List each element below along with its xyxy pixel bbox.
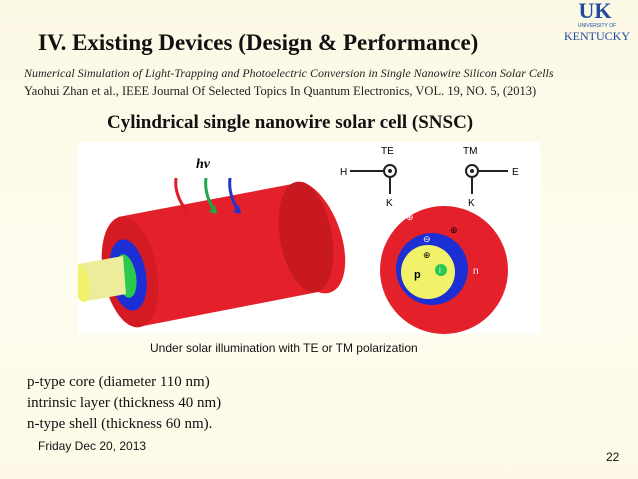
page-number: 22 (606, 450, 620, 464)
logo-line: UNIVERSITY OF (578, 23, 616, 29)
citation-paper: Numerical Simulation of Light-Trapping a… (24, 66, 554, 80)
logo: UK UNIVERSITY OF KENTUCKY (564, 0, 630, 43)
svg-text:⊕: ⊕ (450, 225, 458, 235)
bullet: p-type core (diameter 110 nm) (27, 374, 210, 390)
bullet: intrinsic layer (thickness 40 nm) (27, 395, 222, 411)
citation-authors: Yaohui Zhan et al., IEEE Journal Of Sele… (24, 84, 537, 98)
shell-end (278, 181, 334, 293)
svg-text:⊕: ⊕ (406, 212, 414, 222)
bullet: n-type shell (thickness 60 nm). (27, 416, 213, 432)
i-label: i (439, 266, 441, 275)
k-label: K (386, 198, 393, 209)
tm-label: TM (463, 146, 477, 157)
footer-date: Friday Dec 20, 2013 (38, 439, 147, 453)
e-label: E (512, 167, 519, 178)
logo-line: KENTUCKY (564, 29, 630, 43)
logo-mark: UK (579, 0, 612, 23)
subtitle: Cylindrical single nanowire solar cell (… (107, 112, 474, 133)
n-label: n (473, 266, 479, 277)
section-core (401, 245, 455, 299)
te-label: TE (381, 146, 394, 157)
core (78, 256, 126, 302)
title: IV. Existing Devices (Design & Performan… (38, 30, 479, 55)
light-label: hv (196, 157, 211, 172)
caption: Under solar illumination with TE or TM p… (150, 341, 418, 355)
h-label: H (340, 167, 347, 178)
core-face (78, 264, 90, 302)
p-label: p (414, 269, 421, 281)
svg-text:⊖: ⊖ (423, 234, 431, 244)
k-label: K (468, 198, 475, 209)
svg-text:⊕: ⊕ (423, 250, 431, 260)
figure: hv ⊕ ⊖ ⊕ ⊕ p i n TE TM H E K K (78, 142, 540, 334)
